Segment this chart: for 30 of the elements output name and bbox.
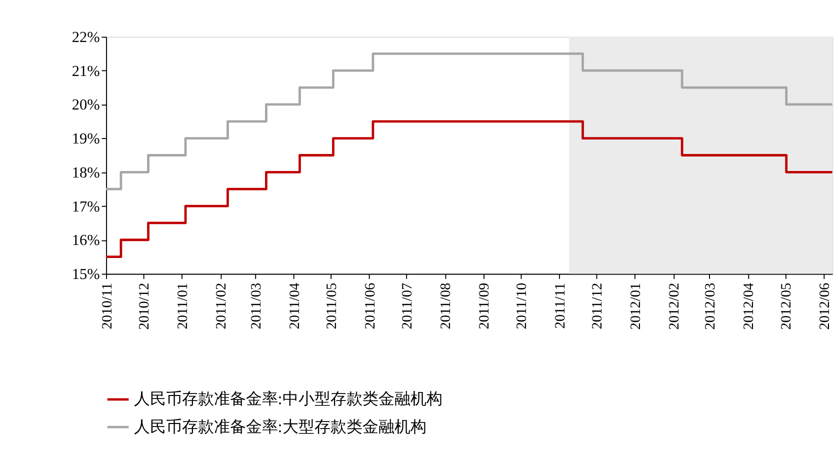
- x-tick-label: 2011/10: [514, 282, 530, 330]
- legend-label: 人民币存款准备金率:中小型存款类金融机构: [134, 390, 442, 408]
- x-tick-label: 2012/02: [666, 282, 683, 330]
- x-tick-label: 2011/06: [362, 282, 378, 330]
- x-tick-label: 2011/09: [476, 282, 493, 330]
- y-tick-label: 19%: [72, 130, 100, 148]
- x-tick-label: 2011/11: [552, 282, 568, 329]
- x-tick-label: 2012/05: [778, 282, 794, 330]
- x-tick-label: 2011/03: [248, 282, 264, 330]
- y-tick-label: 15%: [72, 266, 100, 283]
- y-tick-label: 16%: [72, 232, 100, 250]
- x-tick-label: 2011/08: [438, 282, 454, 330]
- x-tick-label: 2011/02: [214, 282, 230, 330]
- x-tick-label: 2010/12: [136, 282, 153, 330]
- x-tick-label: 2011/07: [400, 282, 416, 330]
- y-tick-label: 21%: [72, 62, 100, 80]
- x-tick-label: 2011/01: [175, 282, 192, 330]
- x-tick-label: 2010/11: [99, 282, 116, 330]
- x-tick-label: 2012/03: [702, 282, 719, 330]
- x-tick-label: 2012/01: [628, 282, 644, 330]
- x-tick-label: 2011/12: [590, 282, 606, 330]
- x-tick-label: 2011/05: [324, 282, 340, 330]
- y-tick-label: 17%: [72, 198, 100, 216]
- x-tick-label: 2012/04: [741, 282, 758, 330]
- x-tick-label: 2011/04: [286, 282, 303, 330]
- y-tick-label: 20%: [72, 96, 100, 114]
- legend-label: 人民币存款准备金率:大型存款类金融机构: [134, 418, 426, 436]
- x-tick-label: 2012/06: [816, 282, 833, 330]
- y-tick-label: 18%: [72, 164, 100, 182]
- y-tick-label: 22%: [72, 29, 100, 46]
